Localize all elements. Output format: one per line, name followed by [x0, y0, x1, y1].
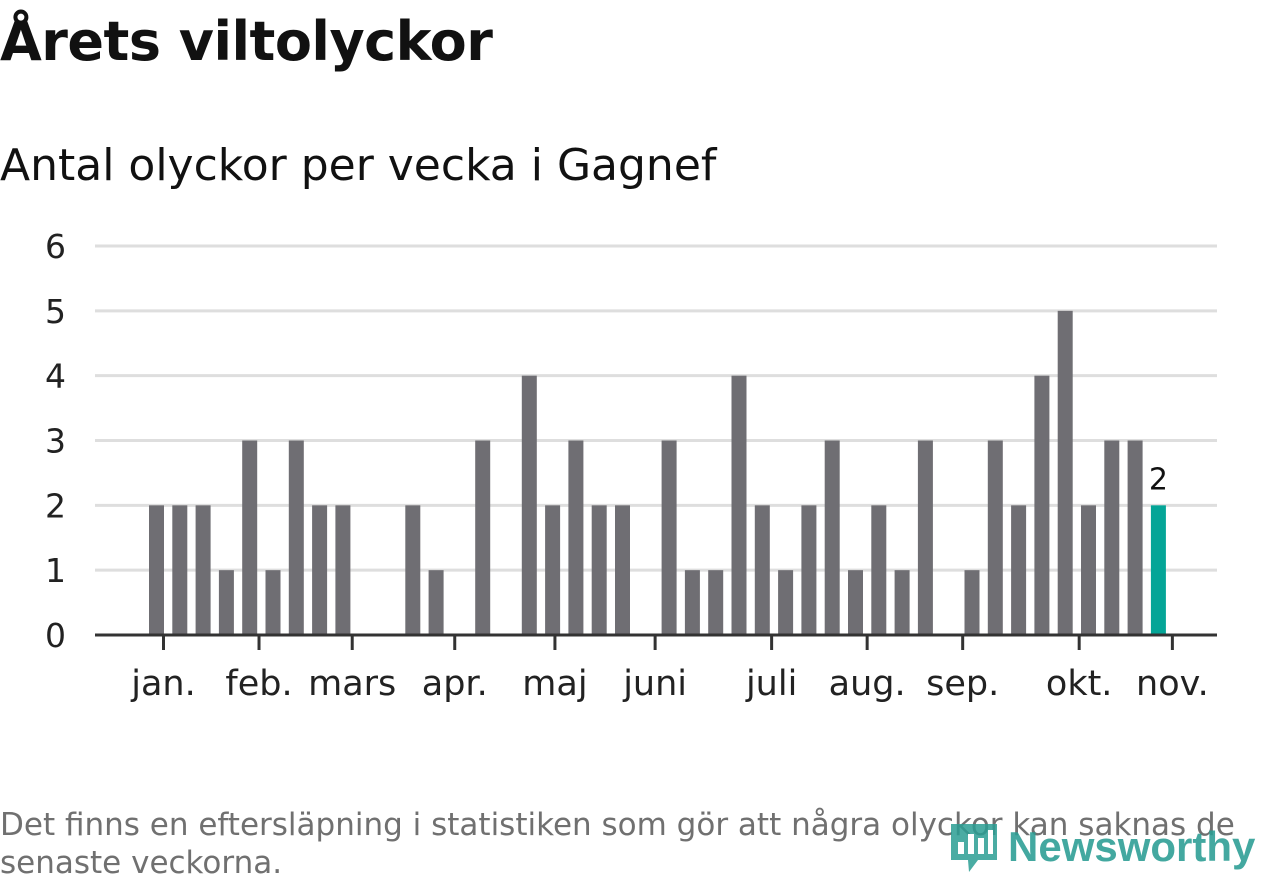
bar: [335, 505, 351, 635]
x-tick-label: sep.: [926, 664, 999, 704]
bar-chart: 0 1 2 3 4 5 6 2 jan. feb. mars apr. maj juni juli aug. s…: [45, 227, 1217, 704]
bar: [778, 570, 794, 635]
x-tick-label: juli: [745, 664, 797, 704]
bar: [894, 570, 910, 635]
footnote: Det finns en eftersläpning i statistiken…: [0, 807, 1235, 881]
bar: [1057, 310, 1073, 635]
bar: [917, 440, 933, 635]
y-tick-label: 0: [45, 616, 66, 655]
newsworthy-logo-text: Newsworthy: [1008, 823, 1256, 870]
bar: [288, 440, 304, 635]
x-tick-label: apr.: [422, 664, 488, 704]
bar: [428, 570, 444, 635]
y-tick-label: 4: [45, 357, 66, 396]
bar: [545, 505, 561, 635]
bar: [684, 570, 700, 635]
bar: [1104, 440, 1120, 635]
newsworthy-logo-icon: [951, 824, 997, 872]
x-tick-label: okt.: [1046, 664, 1113, 704]
y-tick-label: 5: [45, 292, 66, 331]
bar: [591, 505, 607, 635]
x-tick-label: feb.: [225, 664, 292, 704]
bar: [964, 570, 980, 635]
bar: [615, 505, 630, 635]
x-tick-label: nov.: [1136, 664, 1209, 704]
chart-subtitle: Antal olyckor per vecka i Gagnef: [0, 140, 717, 191]
bars: [149, 310, 1166, 635]
bar: [871, 505, 887, 635]
bar: [661, 440, 677, 635]
x-tick-label: aug.: [829, 664, 906, 704]
y-tick-label: 6: [45, 227, 66, 266]
bar: [568, 440, 584, 635]
bar: [1011, 505, 1027, 635]
x-tick-label: maj: [522, 664, 587, 704]
bar: [265, 570, 281, 635]
bar: [405, 505, 421, 635]
labels: 0 1 2 3 4 5 6 2 jan. feb. mars apr. maj juni juli aug. s…: [45, 227, 1209, 704]
bar: [475, 440, 491, 635]
bar: [708, 570, 724, 635]
bar: [824, 440, 840, 635]
bar: [801, 505, 817, 635]
bar: [149, 505, 164, 635]
highlight-value-label: 2: [1149, 462, 1168, 497]
newsworthy-logo: Newsworthy: [948, 818, 1255, 876]
bar: [242, 440, 258, 635]
y-tick-label: 2: [45, 486, 66, 525]
x-tick-label: mars: [308, 664, 396, 704]
bar: [1034, 375, 1050, 635]
chart-title: Årets viltolyckor: [0, 10, 493, 73]
x-tick-label: jan.: [130, 664, 195, 704]
bar: [731, 375, 747, 635]
y-tick-label: 1: [45, 551, 66, 590]
bar: [172, 505, 188, 635]
x-tick-label: juni: [622, 664, 687, 704]
axes: [95, 633, 1217, 650]
bar: [218, 570, 234, 635]
bar: [1127, 440, 1143, 635]
gridlines: [95, 244, 1217, 572]
bar: [312, 505, 328, 635]
bar: [1081, 505, 1096, 635]
y-tick-label: 3: [45, 422, 66, 461]
bar: [754, 505, 770, 635]
bar: [848, 570, 863, 635]
bar: [987, 440, 1003, 635]
bar: [521, 375, 537, 635]
bar-highlight: [1150, 505, 1166, 635]
bar: [195, 505, 211, 635]
